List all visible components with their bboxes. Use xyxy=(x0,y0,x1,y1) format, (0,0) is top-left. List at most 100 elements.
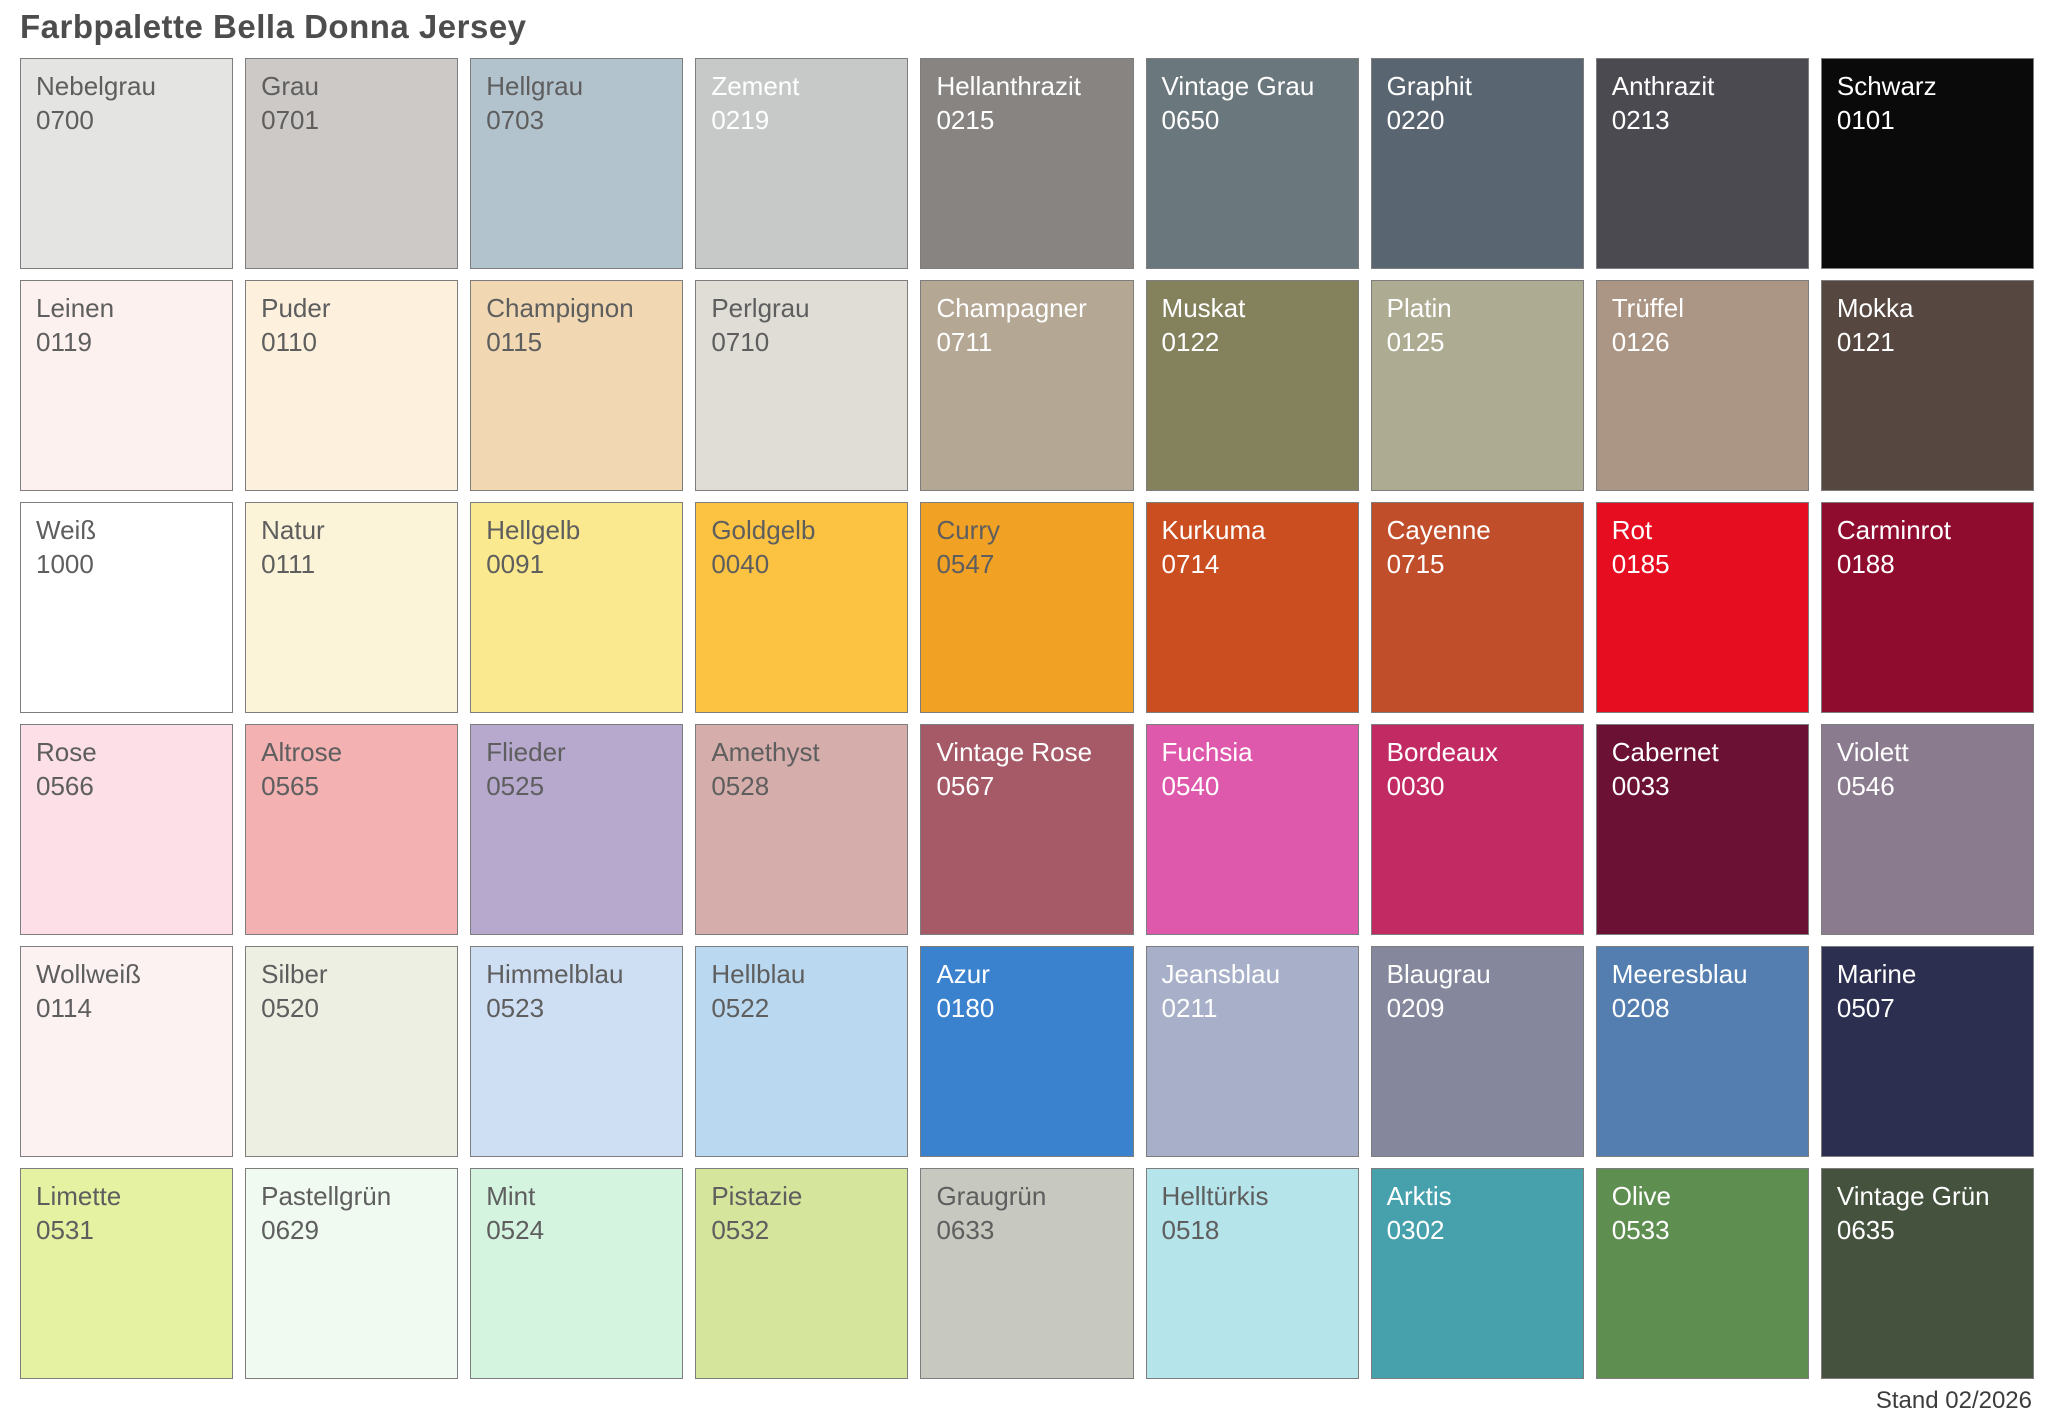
swatch-code: 0101 xyxy=(1836,105,1895,136)
swatch-name: Champagner xyxy=(936,293,1087,323)
color-swatch: Cabernet 0033 xyxy=(1595,724,1809,935)
color-swatch: Vintage Grün 0635 xyxy=(1820,1168,2034,1379)
swatch-code: 0220 xyxy=(1386,105,1445,136)
color-swatch: Altrose 0565 xyxy=(245,724,459,935)
color-swatch: Hellblau 0522 xyxy=(695,946,909,1157)
swatch-code: 0522 xyxy=(711,993,770,1024)
color-swatch: Perlgrau 0710 xyxy=(695,280,909,491)
swatch-name: Mint xyxy=(486,1181,536,1211)
swatch-name: Hellblau xyxy=(711,959,806,989)
swatch-code: 0546 xyxy=(1836,771,1895,802)
color-swatch: Carminrot 0188 xyxy=(1820,502,2034,713)
color-swatch: Amethyst 0528 xyxy=(695,724,909,935)
color-swatch: Violett 0546 xyxy=(1820,724,2034,935)
swatch-code: 0302 xyxy=(1386,1215,1445,1246)
color-swatch: Bordeaux 0030 xyxy=(1370,724,1584,935)
swatch-code: 0635 xyxy=(1836,1215,1895,1246)
color-swatch: Puder 0110 xyxy=(245,280,459,491)
color-swatch: Graugrün 0633 xyxy=(920,1168,1134,1379)
color-swatch: Limette 0531 xyxy=(20,1168,234,1379)
swatch-name: Vintage Grau xyxy=(1161,71,1315,101)
swatch-name: Hellgrau xyxy=(486,71,584,101)
swatch-code: 0525 xyxy=(486,771,545,802)
color-swatch: Helltürkis 0518 xyxy=(1145,1168,1359,1379)
swatch-code: 0209 xyxy=(1386,993,1445,1024)
swatch-code: 0110 xyxy=(261,327,318,358)
swatch-code: 0033 xyxy=(1611,771,1670,802)
swatch-name: Meeresblau xyxy=(1611,959,1748,989)
swatch-code: 0700 xyxy=(36,105,94,136)
swatch-name: Jeansblau xyxy=(1161,959,1281,989)
swatch-code: 0650 xyxy=(1161,105,1220,136)
color-grid: Nebelgrau 0700 Grau 0701 Hellgrau 0703 Zement 0… xyxy=(20,58,2034,1379)
swatch-code: 0518 xyxy=(1161,1215,1220,1246)
swatch-code: 0185 xyxy=(1611,549,1670,580)
swatch-code: 0091 xyxy=(486,549,545,580)
swatch-code: 0119 xyxy=(36,327,92,358)
swatch-code: 0219 xyxy=(711,105,770,136)
swatch-name: Pistazie xyxy=(711,1181,803,1211)
swatch-code: 0121 xyxy=(1836,327,1895,358)
swatch-code: 0703 xyxy=(486,105,545,136)
version-date: Stand 02/2026 xyxy=(1875,1387,2032,1414)
swatch-name: Puder xyxy=(261,293,331,323)
swatch-code: 0125 xyxy=(1386,327,1445,358)
swatch-name: Wollweiß xyxy=(36,959,141,989)
swatch-name: Rot xyxy=(1611,515,1653,545)
swatch-name: Perlgrau xyxy=(711,293,810,323)
color-swatch: Arktis 0302 xyxy=(1370,1168,1584,1379)
swatch-name: Champignon xyxy=(486,293,634,323)
color-swatch: Zement 0219 xyxy=(695,58,909,269)
swatch-code: 0565 xyxy=(261,771,319,802)
swatch-code: 0211 xyxy=(1161,993,1218,1024)
swatch-code: 0208 xyxy=(1611,993,1670,1024)
color-swatch: Hellanthrazit 0215 xyxy=(920,58,1134,269)
color-swatch: Champagner 0711 xyxy=(920,280,1134,491)
swatch-code: 0531 xyxy=(36,1215,94,1246)
color-swatch: Muskat 0122 xyxy=(1145,280,1359,491)
color-swatch: Leinen 0119 xyxy=(20,280,234,491)
swatch-name: Anthrazit xyxy=(1611,71,1715,101)
color-swatch: Rot 0185 xyxy=(1595,502,1809,713)
swatch-name: Grau xyxy=(261,71,319,101)
swatch-name: Mokka xyxy=(1836,293,1914,323)
swatch-code: 0523 xyxy=(486,993,545,1024)
color-swatch: Natur 0111 xyxy=(245,502,459,713)
swatch-name: Hellanthrazit xyxy=(936,71,1081,101)
swatch-code: 0532 xyxy=(711,1215,770,1246)
swatch-code: 0188 xyxy=(1836,549,1895,580)
color-swatch: Wollweiß 0114 xyxy=(20,946,234,1157)
swatch-code: 0567 xyxy=(936,771,995,802)
swatch-code: 0030 xyxy=(1386,771,1445,802)
swatch-code: 0180 xyxy=(936,993,995,1024)
color-swatch: Kurkuma 0714 xyxy=(1145,502,1359,713)
color-swatch: Hellgrau 0703 xyxy=(470,58,684,269)
swatch-code: 0111 xyxy=(261,549,316,580)
swatch-code: 0213 xyxy=(1611,105,1670,136)
color-swatch: Vintage Rose 0567 xyxy=(920,724,1134,935)
swatch-code: 0710 xyxy=(711,327,770,358)
color-swatch: Nebelgrau 0700 xyxy=(20,58,234,269)
color-swatch: Champignon 0115 xyxy=(470,280,684,491)
swatch-code: 0633 xyxy=(936,1215,995,1246)
swatch-code: 0715 xyxy=(1386,549,1445,580)
swatch-name: Arktis xyxy=(1386,1181,1452,1211)
color-swatch: Vintage Grau 0650 xyxy=(1145,58,1359,269)
swatch-name: Vintage Grün xyxy=(1836,1181,1990,1211)
swatch-name: Nebelgrau xyxy=(36,71,156,101)
color-swatch: Jeansblau 0211 xyxy=(1145,946,1359,1157)
color-swatch: Azur 0180 xyxy=(920,946,1134,1157)
swatch-name: Fuchsia xyxy=(1161,737,1253,767)
color-swatch: Silber 0520 xyxy=(245,946,459,1157)
swatch-name: Marine xyxy=(1836,959,1917,989)
color-swatch: Pistazie 0532 xyxy=(695,1168,909,1379)
color-swatch: Olive 0533 xyxy=(1595,1168,1809,1379)
swatch-code: 0701 xyxy=(261,105,319,136)
swatch-name: Zement xyxy=(711,71,800,101)
swatch-code: 0547 xyxy=(936,549,995,580)
swatch-code: 0215 xyxy=(936,105,995,136)
swatch-name: Blaugrau xyxy=(1386,959,1491,989)
color-swatch: Pastellgrün 0629 xyxy=(245,1168,459,1379)
swatch-name: Weiß xyxy=(36,515,97,545)
